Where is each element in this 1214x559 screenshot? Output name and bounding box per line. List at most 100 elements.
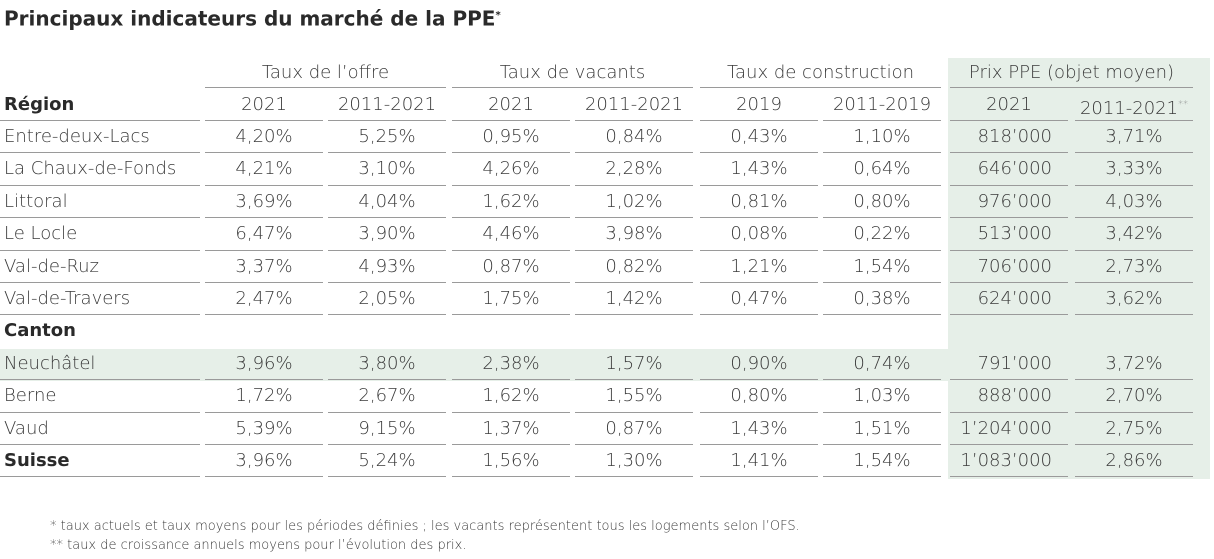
column-header: 2021: [452, 88, 570, 121]
cell: 1,30%: [575, 445, 693, 478]
cell: 4,26%: [452, 153, 570, 186]
section-label: Canton: [4, 320, 76, 342]
cell: 0,87%: [575, 413, 693, 445]
cell: 976’000: [950, 186, 1068, 219]
column-header: 2021: [950, 88, 1068, 121]
cell: 0,87%: [452, 251, 570, 283]
title-text: Principaux indicateurs du marché de la P…: [4, 6, 496, 31]
cell: 3,71%: [1075, 121, 1193, 154]
cell: 9,15%: [328, 413, 446, 445]
cell: 4,03%: [1075, 186, 1193, 219]
group-header: Taux de construction: [700, 58, 941, 88]
cell: 0,81%: [700, 186, 818, 219]
column-header: 2011-2021**: [1075, 88, 1193, 121]
title: Principaux indicateurs du marché de la P…: [4, 1, 501, 34]
cell: 1,62%: [452, 380, 570, 413]
cell: 0,74%: [823, 348, 941, 381]
cell: 1’204’000: [950, 413, 1068, 445]
cell: 1,57%: [575, 348, 693, 381]
cell: 1,02%: [575, 186, 693, 219]
cell: 1,42%: [575, 283, 693, 316]
row-label: Berne: [0, 380, 200, 413]
cell: 1,51%: [823, 413, 941, 445]
column-header: 2011-2019: [823, 88, 941, 121]
cell: 4,20%: [205, 121, 323, 154]
row-label: Val-de-Ruz: [0, 251, 200, 283]
cell: 791’000: [950, 348, 1068, 381]
cell: 3,33%: [1075, 153, 1193, 186]
title-note: *: [495, 10, 501, 21]
cell: 3,72%: [1075, 348, 1193, 381]
row-label: Littoral: [0, 186, 200, 219]
cell: 6,47%: [205, 218, 323, 251]
footnote: ** taux de croissance annuels moyens pou…: [50, 538, 467, 553]
cell: 2,75%: [1075, 413, 1193, 445]
group-header: Taux de vacants: [452, 58, 693, 88]
cell: 3,90%: [328, 218, 446, 251]
cell: 0,80%: [700, 380, 818, 413]
cell: 4,46%: [452, 218, 570, 251]
cell: 3,10%: [328, 153, 446, 186]
cell: 2,67%: [328, 380, 446, 413]
cell: 0,43%: [700, 121, 818, 154]
cell: 3,96%: [205, 348, 323, 381]
cell: 0,84%: [575, 121, 693, 154]
cell: 3,37%: [205, 251, 323, 283]
cell: 1,54%: [823, 445, 941, 478]
footnote: * taux actuels et taux moyens pour les p…: [50, 519, 800, 534]
cell: 4,04%: [328, 186, 446, 219]
cell: 1’083’000: [950, 445, 1068, 478]
cell: 3,98%: [575, 218, 693, 251]
cell: 3,62%: [1075, 283, 1193, 316]
cell: 513’000: [950, 218, 1068, 251]
cell: 0,82%: [575, 251, 693, 283]
cell: 4,21%: [205, 153, 323, 186]
cell: 818’000: [950, 121, 1068, 154]
group-header: Taux de l’offre: [205, 58, 446, 88]
cell: 3,69%: [205, 186, 323, 219]
cell: 706’000: [950, 251, 1068, 283]
row-label: Entre-deux-Lacs: [0, 121, 200, 154]
cell: 2,05%: [328, 283, 446, 316]
cell: 1,21%: [700, 251, 818, 283]
header-label: Région: [0, 88, 200, 121]
cell: 5,39%: [205, 413, 323, 445]
cell: 888’000: [950, 380, 1068, 413]
cell: 0,95%: [452, 121, 570, 154]
header-note: **: [1178, 99, 1189, 110]
cell: 5,24%: [328, 445, 446, 478]
row-label: Vaud: [0, 413, 200, 445]
cell: 0,47%: [700, 283, 818, 316]
cell: 1,03%: [823, 380, 941, 413]
price-shading: [948, 58, 1210, 479]
row-label: Le Locle: [0, 218, 200, 251]
group-header: Prix PPE (objet moyen): [950, 58, 1193, 88]
cell: 0,90%: [700, 348, 818, 381]
cell: 1,43%: [700, 153, 818, 186]
column-header: 2011-2021: [575, 88, 693, 121]
cell: 1,10%: [823, 121, 941, 154]
column-header: 2011-2021: [328, 88, 446, 121]
cell: 1,54%: [823, 251, 941, 283]
cell: 1,41%: [700, 445, 818, 478]
cell: 646’000: [950, 153, 1068, 186]
cell: 1,62%: [452, 186, 570, 219]
cell: 0,80%: [823, 186, 941, 219]
cell: 1,55%: [575, 380, 693, 413]
row-highlight: [0, 349, 1210, 381]
cell: 0,08%: [700, 218, 818, 251]
cell: 2,70%: [1075, 380, 1193, 413]
column-header: 2021: [205, 88, 323, 121]
cell: 0,22%: [823, 218, 941, 251]
row-label: Val-de-Travers: [0, 283, 200, 316]
cell: 2,86%: [1075, 445, 1193, 478]
cell: 1,75%: [452, 283, 570, 316]
row-label: Neuchâtel: [0, 348, 200, 381]
cell: 624’000: [950, 283, 1068, 316]
cell: 1,37%: [452, 413, 570, 445]
cell: 0,38%: [823, 283, 941, 316]
column-header: 2019: [700, 88, 818, 121]
cell: 1,43%: [700, 413, 818, 445]
cell: 3,80%: [328, 348, 446, 381]
